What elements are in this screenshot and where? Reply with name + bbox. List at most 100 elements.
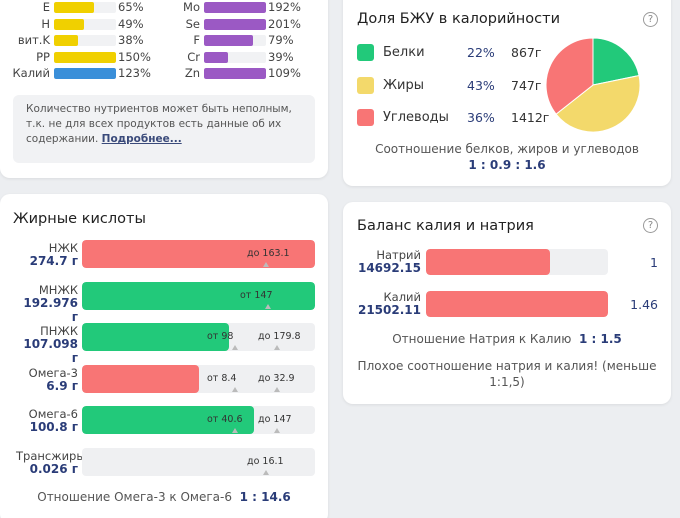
norm-max-label: до 16.1	[247, 455, 284, 467]
nutrient-percent: 150%	[118, 49, 151, 64]
nutrient-bar-fill	[54, 18, 85, 30]
fatty-acids-title: Жирные кислоты	[13, 211, 146, 227]
nutrient-bar-fill	[54, 68, 116, 79]
fatty-acid-bar: до 163.1	[82, 240, 315, 268]
pie-slice-1	[555, 74, 641, 133]
norm-min-tick	[232, 428, 238, 433]
bju-ratio-value: 1 : 0.9 : 1.6	[468, 158, 546, 172]
omega-ratio-value: 1 : 14.6	[239, 490, 291, 504]
fatty-acid-bar: от 8.4 до 32.9	[82, 364, 315, 393]
nutrient-name: E	[42, 0, 50, 14]
macro-grams: 747г	[511, 77, 542, 93]
norm-max-tick	[274, 345, 280, 350]
nutrient-bar-fill	[204, 68, 266, 79]
nutrient-percent: 65%	[118, 0, 144, 14]
note-line-1: Количество нутриентов может быть неполны…	[26, 103, 292, 115]
potassium-sodium-card: Баланс калия и натрия ? Натрий 14692.15 1 К…	[343, 202, 671, 404]
kn-ratio-label: Отношение Натрия к Калию	[392, 332, 572, 346]
nutrient-bar	[54, 51, 116, 63]
nutrient-name: Калий	[12, 66, 50, 80]
nutrient-name: Zn	[184, 66, 200, 80]
nutrient-percent: 38%	[118, 33, 144, 47]
fatty-acid-bar-fill	[82, 281, 315, 310]
macro-percent: 36%	[467, 110, 495, 125]
norm-min-label: от 98	[207, 331, 234, 342]
nutrient-bar-fill	[54, 35, 78, 46]
norm-min-tick	[232, 345, 238, 350]
kn-name: Калий	[383, 290, 421, 304]
bju-ratio-value-row: 1 : 0.9 : 1.6	[343, 158, 671, 172]
fatty-acid-amount: 100.8 г	[29, 420, 78, 434]
macro-percent: 43%	[467, 77, 495, 93]
nutrient-percent: 192%	[268, 0, 301, 14]
fatty-acid-amount: 6.9 г	[46, 378, 78, 393]
note-line-3: содержании.	[26, 133, 99, 145]
bju-card: Доля БЖУ в калорийности ? Белки 22% 867г Жи…	[343, 0, 671, 186]
norm-min-label: от 147	[240, 289, 273, 301]
fatty-acid-name: Омега-6	[28, 407, 78, 421]
norm-max-tick	[274, 386, 280, 392]
kn-name: Натрий	[376, 248, 421, 262]
macro-grams: 1412г	[511, 110, 550, 125]
fatty-acid-bar-fill	[82, 240, 315, 268]
bju-pie-chart	[545, 37, 641, 133]
nutrient-name: Cr	[187, 49, 200, 64]
kn-ratio: Отношение Натрия к Калию 1 : 1.5	[343, 332, 671, 346]
nutrient-percent: 39%	[268, 49, 294, 64]
macro-name: Углеводы	[383, 110, 449, 125]
note-line-2: т.к. не для всех продуктов есть данные о…	[26, 118, 282, 130]
norm-min-label: от 8.4	[207, 372, 237, 384]
fatty-acid-amount: 0.026 г	[29, 461, 78, 476]
fatty-acid-name: МНЖК	[38, 282, 78, 297]
kn-bar-fill	[426, 291, 608, 317]
nutrient-bar	[54, 18, 116, 30]
kn-amount: 14692.15	[357, 261, 421, 275]
nutrient-bar	[204, 51, 266, 63]
nutrient-bar-fill	[204, 35, 253, 46]
bju-help-icon[interactable]: ?	[643, 12, 658, 27]
nutrient-bar-fill	[204, 51, 229, 63]
kn-help-icon[interactable]: ?	[643, 218, 658, 233]
legend-swatch	[357, 44, 374, 61]
nutrient-percent: 49%	[118, 16, 144, 31]
nutrient-name: PP	[36, 49, 50, 64]
pie-slice-0	[592, 37, 640, 86]
fatty-acid-name: Омега-3	[28, 365, 78, 380]
incomplete-data-note: Количество нутриентов может быть неполны…	[13, 95, 315, 163]
nutrient-bar	[54, 35, 116, 46]
bju-ratio-label: Соотношение белков, жиров и углеводов	[375, 142, 639, 156]
fatty-acid-amount: 192.976 г	[23, 295, 78, 324]
fatty-acid-name: ПНЖК	[40, 324, 78, 338]
nutrient-name: H	[41, 16, 50, 31]
nutrient-bar	[204, 68, 266, 79]
macro-percent: 22%	[467, 45, 495, 60]
kn-ratio-number: 1.46	[630, 297, 658, 312]
norm-min-tick	[232, 386, 238, 392]
kn-ratio-value: 1 : 1.5	[579, 332, 622, 346]
kn-ratio-number: 1	[650, 255, 658, 270]
nutrient-bar-fill	[54, 2, 95, 13]
nutrient-bar-fill	[54, 51, 116, 63]
macro-grams: 867г	[511, 45, 542, 60]
nutrient-bar	[54, 68, 116, 79]
nutrient-percent: 201%	[268, 16, 301, 31]
norm-max-tick	[274, 428, 280, 433]
nutrient-bar-fill	[204, 18, 266, 30]
kn-warning-line-2: 1:1,5)	[489, 375, 525, 389]
more-link[interactable]: Подробнее...	[101, 133, 182, 145]
fatty-acid-bar: от 98 до 179.8	[82, 323, 315, 351]
fatty-acid-bar: до 16.1	[82, 447, 315, 476]
nutrient-percent: 79%	[268, 33, 294, 47]
fatty-acid-amount: 107.098 г	[23, 337, 78, 365]
kn-amount: 21502.11	[357, 303, 421, 317]
kn-warning-line-1: Плохое соотношение натрия и калия! (мень…	[357, 359, 657, 373]
fatty-acid-amount: 274.7 г	[29, 254, 78, 268]
norm-max-tick	[263, 262, 269, 267]
norm-min-tick	[265, 303, 271, 309]
legend-swatch	[357, 76, 374, 94]
fatty-acids-card: Жирные кислоты НЖК 274.7 г до 163.1 МНЖК 192…	[0, 194, 328, 518]
fatty-acid-name: Трансжиры	[16, 448, 86, 463]
fatty-acid-bar-fill	[82, 406, 255, 434]
macro-name: Жиры	[383, 77, 424, 93]
nutrient-bar	[54, 2, 116, 13]
